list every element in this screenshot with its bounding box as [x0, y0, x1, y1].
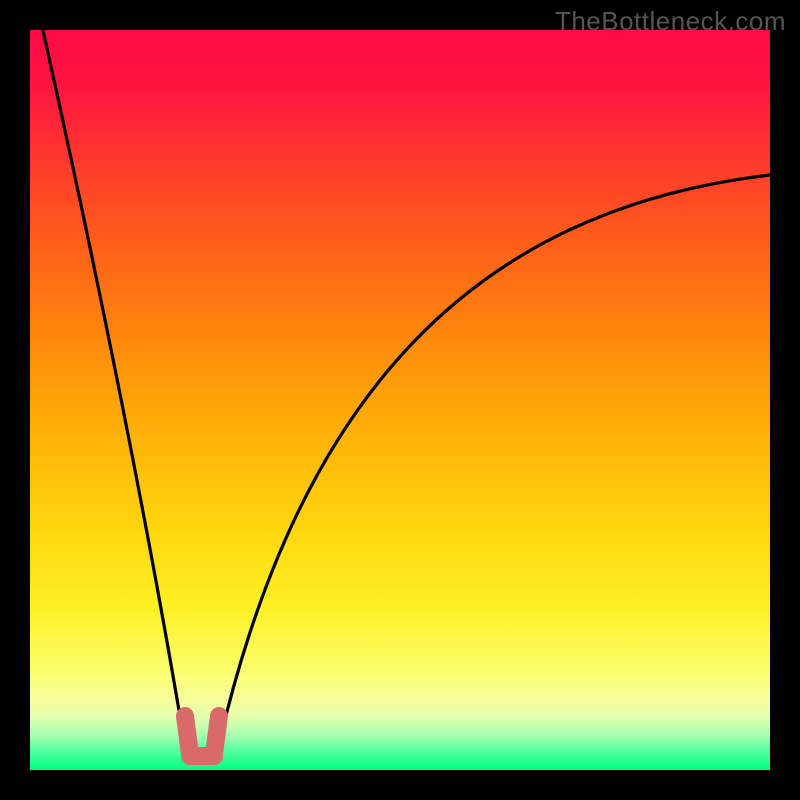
watermark-text: TheBottleneck.com	[555, 6, 786, 37]
bottleneck-chart	[0, 0, 800, 800]
chart-background-gradient	[30, 30, 770, 770]
chart-frame: TheBottleneck.com	[0, 0, 800, 800]
